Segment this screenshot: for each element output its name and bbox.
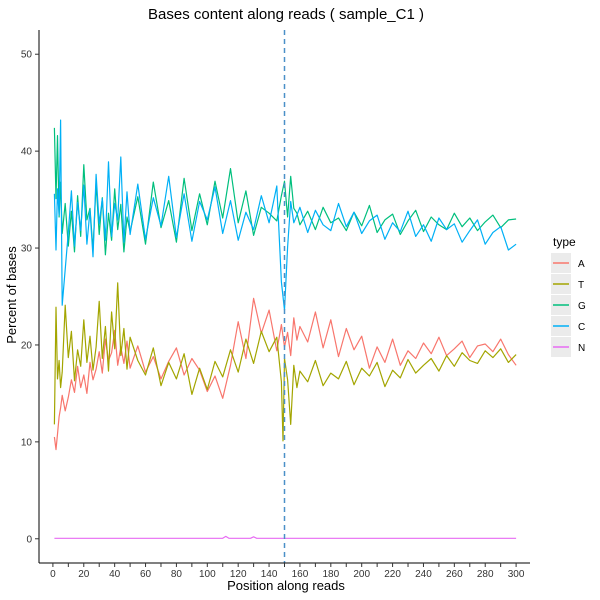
series-line-N <box>54 535 517 539</box>
chart-title: Bases content along reads ( sample_C1 ) <box>148 6 424 23</box>
x-tick-label: 60 <box>140 569 152 580</box>
series-line-G <box>53 127 517 256</box>
legend-label-G: G <box>578 301 586 312</box>
y-tick-label: 40 <box>21 147 33 158</box>
y-axis-ticks: 0 10 20 30 40 50 <box>21 50 39 545</box>
x-tick-label: 80 <box>171 569 183 580</box>
x-tick-label: 100 <box>199 569 216 580</box>
y-tick-label: 20 <box>21 340 33 351</box>
x-tick-label: 120 <box>230 569 247 580</box>
legend-label-A: A <box>578 259 585 270</box>
y-tick-label: 30 <box>21 244 33 255</box>
x-axis-ticks: 0 20 40 60 80 100 120 140 160 180 200 220 240 260 280 3… <box>50 563 525 580</box>
x-tick-label: 300 <box>508 569 525 580</box>
series-line-T <box>53 282 517 442</box>
y-tick-label: 50 <box>21 50 33 61</box>
x-tick-label: 220 <box>384 569 401 580</box>
x-tick-label: 0 <box>50 569 56 580</box>
legend-label-T: T <box>578 280 584 291</box>
x-tick-label: 200 <box>353 569 370 580</box>
x-tick-label: 280 <box>477 569 494 580</box>
series-line-A <box>53 297 517 451</box>
x-tick-label: 20 <box>78 569 90 580</box>
x-tick-label: 40 <box>109 569 121 580</box>
plot-area <box>53 30 517 563</box>
x-tick-label: 160 <box>292 569 309 580</box>
y-tick-label: 0 <box>26 534 32 545</box>
x-tick-label: 240 <box>415 569 432 580</box>
x-tick-label: 180 <box>322 569 339 580</box>
y-tick-label: 10 <box>21 437 33 448</box>
legend-label-C: C <box>578 322 585 333</box>
x-tick-label: 260 <box>446 569 463 580</box>
series-line-C <box>53 119 517 311</box>
x-axis-title: Position along reads <box>227 578 345 593</box>
legend-label-N: N <box>578 343 585 354</box>
x-tick-label: 140 <box>261 569 278 580</box>
y-axis-title: Percent of bases <box>4 246 19 344</box>
legend-title: type <box>553 235 576 249</box>
